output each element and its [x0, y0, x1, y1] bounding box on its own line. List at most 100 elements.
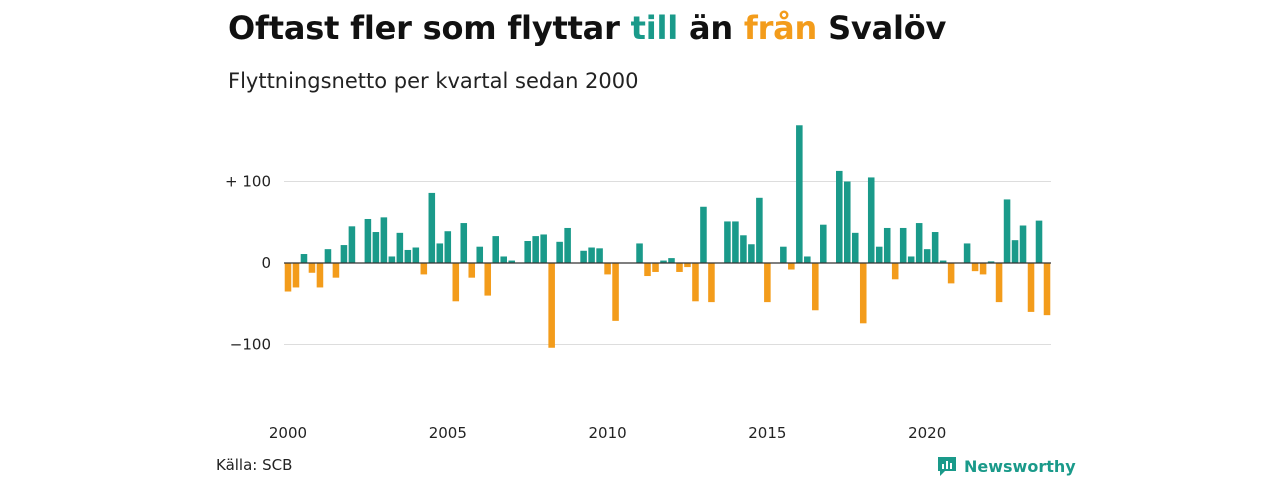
bar [380, 217, 388, 263]
brand-name: Newsworthy [964, 456, 1076, 476]
bar [788, 263, 795, 270]
title-part2: än [678, 9, 744, 47]
bar [947, 263, 955, 284]
brand-logo: Newsworthy [936, 455, 1076, 477]
bar [867, 177, 875, 263]
bar [300, 254, 308, 263]
bar [420, 263, 428, 275]
bar [1035, 220, 1043, 263]
bar [979, 263, 987, 275]
bar [931, 232, 939, 263]
bar [748, 244, 755, 263]
newsworthy-logo-icon [938, 457, 956, 476]
bar [756, 197, 763, 263]
bar [780, 246, 787, 263]
bar [915, 223, 923, 263]
bar [292, 263, 300, 288]
bar [548, 263, 555, 348]
bar [883, 227, 891, 263]
bar [1027, 263, 1035, 312]
bar [604, 263, 611, 275]
bar [372, 232, 380, 263]
bar [412, 247, 420, 263]
bar [436, 243, 444, 263]
bar [692, 263, 699, 302]
bar [284, 263, 292, 292]
bar [843, 181, 851, 263]
bar [891, 263, 899, 280]
title-fran: från [743, 9, 818, 47]
bar [660, 260, 667, 263]
bar [676, 263, 683, 272]
bar [987, 261, 995, 263]
bar [708, 263, 715, 303]
bar [859, 263, 867, 324]
bar [476, 246, 484, 263]
bar [556, 241, 563, 263]
bar [1003, 199, 1011, 263]
bar [652, 263, 659, 272]
y-tick-label: −100 [230, 336, 271, 354]
bar [428, 192, 436, 263]
bar [732, 221, 739, 263]
y-tick-label: + 100 [225, 173, 271, 191]
bar [580, 250, 587, 263]
source-label: Källa: SCB [216, 456, 293, 474]
bar [596, 248, 603, 263]
bar [388, 256, 396, 263]
bar [564, 227, 571, 263]
bar [939, 260, 947, 263]
bar [907, 256, 915, 263]
bar [923, 249, 931, 263]
bar [468, 263, 476, 278]
bar [332, 263, 340, 278]
bar [684, 263, 691, 268]
bar [524, 241, 531, 263]
bar [963, 243, 971, 263]
bar [1011, 240, 1019, 263]
bar [612, 263, 619, 321]
bar [668, 258, 675, 263]
title-till: till [630, 9, 679, 47]
x-tick-label: 2015 [748, 424, 786, 442]
bar [484, 263, 492, 296]
bar [644, 263, 651, 277]
bar [820, 224, 827, 263]
bar [875, 246, 883, 263]
bar [500, 256, 507, 263]
bar [308, 263, 316, 273]
bar [724, 221, 731, 263]
bar [836, 170, 843, 263]
bar [812, 263, 819, 311]
bar [740, 235, 747, 263]
x-tick-label: 2020 [908, 424, 946, 442]
bar [1019, 225, 1027, 263]
bar [492, 236, 499, 263]
x-tick-label: 2000 [269, 424, 307, 442]
bar [804, 256, 811, 263]
title-part1: Oftast fler som flyttar [228, 9, 631, 47]
bar [316, 263, 324, 288]
bar [348, 226, 356, 263]
bar [971, 263, 979, 272]
bar [588, 247, 595, 263]
chart-title: Oftast fler som flyttar till än från Sva… [228, 6, 946, 50]
bar [700, 206, 707, 263]
bar [995, 263, 1003, 303]
bar [508, 260, 515, 263]
bar [796, 125, 803, 264]
bar [364, 218, 372, 263]
bar [1043, 263, 1051, 316]
title-part3: Svalöv [817, 9, 947, 47]
bar [324, 249, 332, 263]
bar [899, 227, 907, 263]
bar [452, 263, 460, 302]
bar [444, 231, 452, 263]
bar [532, 236, 539, 263]
bar [636, 243, 643, 263]
y-tick-label: 0 [261, 254, 271, 272]
bar [460, 223, 468, 263]
bar [404, 249, 412, 263]
bar [340, 245, 348, 263]
